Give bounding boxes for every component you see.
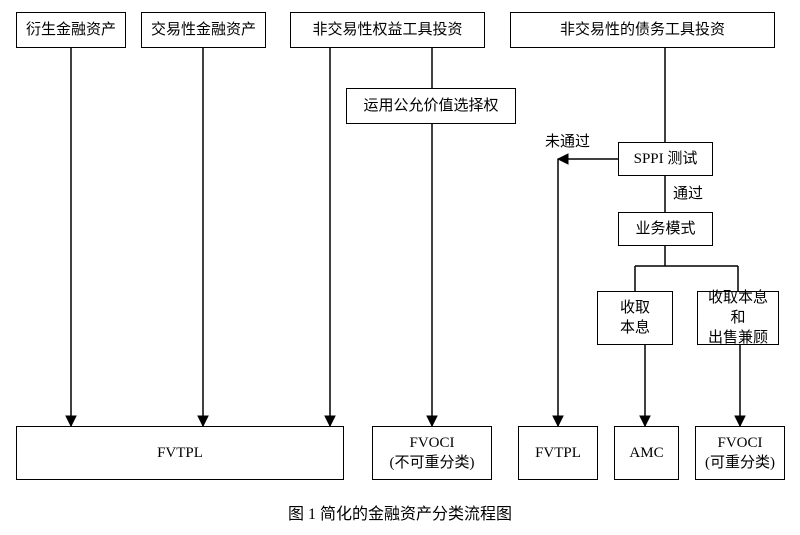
node-label: 交易性金融资产 [151,20,256,40]
node-label: SPPI 测试 [634,149,698,169]
edge-label-fail: 未通过 [545,130,590,151]
node-n_principal: 收取 本息 [597,291,673,345]
node-label: 收取本息和 出售兼顾 [702,288,774,349]
node-label: 收取 本息 [620,298,650,339]
node-n_deriv: 衍生金融资产 [16,12,126,48]
edge-label-pass: 通过 [673,182,703,203]
node-label: FVOCI (可重分类) [705,433,775,474]
node-label: AMC [629,443,663,463]
node-n_mixed: 收取本息和 出售兼顾 [697,291,779,345]
node-n_fvtpl_big: FVTPL [16,426,344,480]
node-n_fvtpl_small: FVTPL [518,426,598,480]
node-n_fvoci_yes: FVOCI (可重分类) [695,426,785,480]
node-n_amc: AMC [614,426,679,480]
flowchart-stage: 图 1 简化的金融资产分类流程图 衍生金融资产 交易性金融资产 非交易性权益工具投资… [0,0,800,535]
figure-caption: 图 1 简化的金融资产分类流程图 [0,500,800,524]
node-n_fvo: 运用公允价值选择权 [346,88,516,124]
node-n_equity: 非交易性权益工具投资 [290,12,485,48]
node-label: 业务模式 [635,219,695,239]
node-label: 衍生金融资产 [26,20,116,40]
node-n_model: 业务模式 [618,212,713,246]
node-n_trading: 交易性金融资产 [141,12,266,48]
node-label: 非交易性的债务工具投资 [560,20,725,40]
node-label: 运用公允价值选择权 [363,96,498,116]
node-n_debt: 非交易性的债务工具投资 [510,12,775,48]
node-label: 非交易性权益工具投资 [312,20,462,40]
node-n_fvoci_no: FVOCI (不可重分类) [372,426,492,480]
node-label: FVTPL [157,443,203,463]
node-n_sppi: SPPI 测试 [618,142,713,176]
node-label: FVTPL [535,443,581,463]
node-label: FVOCI (不可重分类) [390,433,475,474]
